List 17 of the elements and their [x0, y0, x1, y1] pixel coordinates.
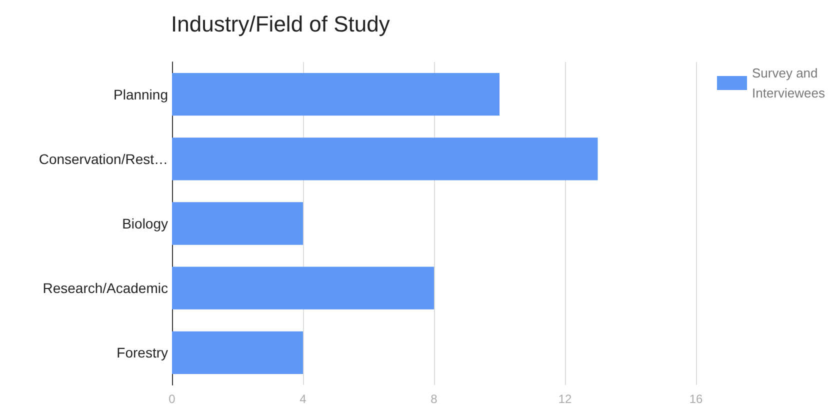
x-tick-label: 4 [300, 392, 307, 406]
chart-title: Industry/Field of Study [171, 12, 390, 36]
x-tick-label: 12 [558, 392, 572, 406]
y-tick-label: Forestry [116, 344, 168, 361]
bar [172, 138, 598, 180]
bar [172, 266, 434, 310]
x-tick-label: 0 [168, 392, 176, 406]
y-tick-label: Conservation/Rest… [38, 150, 168, 167]
bar [172, 202, 303, 245]
x-tick-label: 8 [430, 392, 438, 406]
y-tick-label: Research/Academic [42, 280, 168, 296]
legend-label: Survey and Interviewees [752, 66, 826, 100]
y-tick-label: Planning [114, 86, 168, 102]
x-tick-label: 16 [689, 392, 703, 406]
bar [172, 331, 303, 374]
y-tick-label: Biology [122, 216, 168, 232]
bar [172, 72, 500, 116]
